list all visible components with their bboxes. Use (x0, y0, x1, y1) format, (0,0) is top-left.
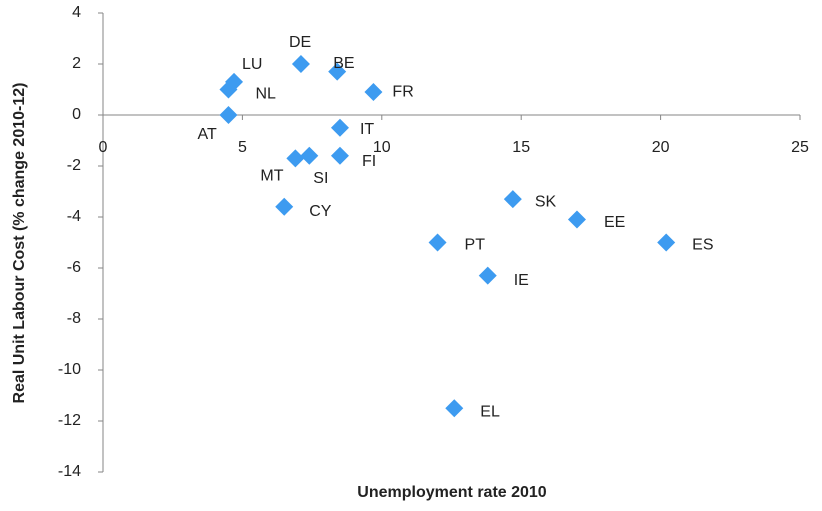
y-tick-label: -10 (58, 361, 81, 378)
point (567, 210, 586, 229)
point (428, 233, 447, 252)
y-tick-label: 4 (72, 4, 81, 21)
point (300, 146, 319, 165)
point (275, 197, 294, 216)
y-tick-label: -6 (67, 259, 81, 276)
point (364, 83, 383, 102)
point-label: AT (197, 126, 216, 143)
point (330, 118, 349, 137)
x-tick-label: 5 (238, 139, 247, 156)
y-tick-label: -12 (58, 412, 81, 429)
point-label: DE (289, 34, 311, 51)
point-label: CY (309, 203, 332, 220)
y-axis-title: Real Unit Labour Cost (% change 2010-12) (11, 83, 28, 404)
point-label: SI (313, 170, 328, 187)
x-tick-label: 15 (512, 139, 530, 156)
point-label: SK (535, 193, 557, 210)
point-label: PT (465, 237, 486, 254)
point-label: NL (255, 86, 276, 103)
point-label: FR (392, 83, 413, 100)
y-tick-label: 2 (72, 55, 81, 72)
y-tick-label: -14 (58, 463, 81, 480)
y-tick-label: 0 (72, 106, 81, 123)
point-label: ES (692, 237, 713, 254)
point-label: MT (260, 168, 283, 185)
point-label: LU (242, 56, 262, 73)
point-label: EE (604, 214, 625, 231)
x-tick-label: 20 (652, 139, 670, 156)
x-axis-title: Unemployment rate 2010 (357, 484, 547, 501)
point-label: IT (360, 121, 374, 138)
x-tick-label: 0 (99, 139, 108, 156)
point (219, 80, 238, 99)
x-tick-label: 25 (791, 139, 809, 156)
y-tick-label: -2 (67, 157, 81, 174)
point (286, 149, 305, 168)
point-label: IE (514, 272, 529, 289)
point-label: FI (362, 153, 376, 170)
point (291, 55, 310, 73)
point-label: BE (333, 55, 354, 72)
y-tick-label: -4 (67, 208, 81, 225)
x-tick-label: 10 (373, 139, 391, 156)
point (503, 190, 522, 209)
point (330, 146, 349, 165)
point (478, 266, 497, 285)
point (328, 62, 347, 81)
point (657, 233, 676, 252)
y-tick-label: -8 (67, 310, 81, 327)
point-label: EL (480, 403, 500, 420)
point (219, 106, 238, 124)
point (445, 399, 464, 418)
